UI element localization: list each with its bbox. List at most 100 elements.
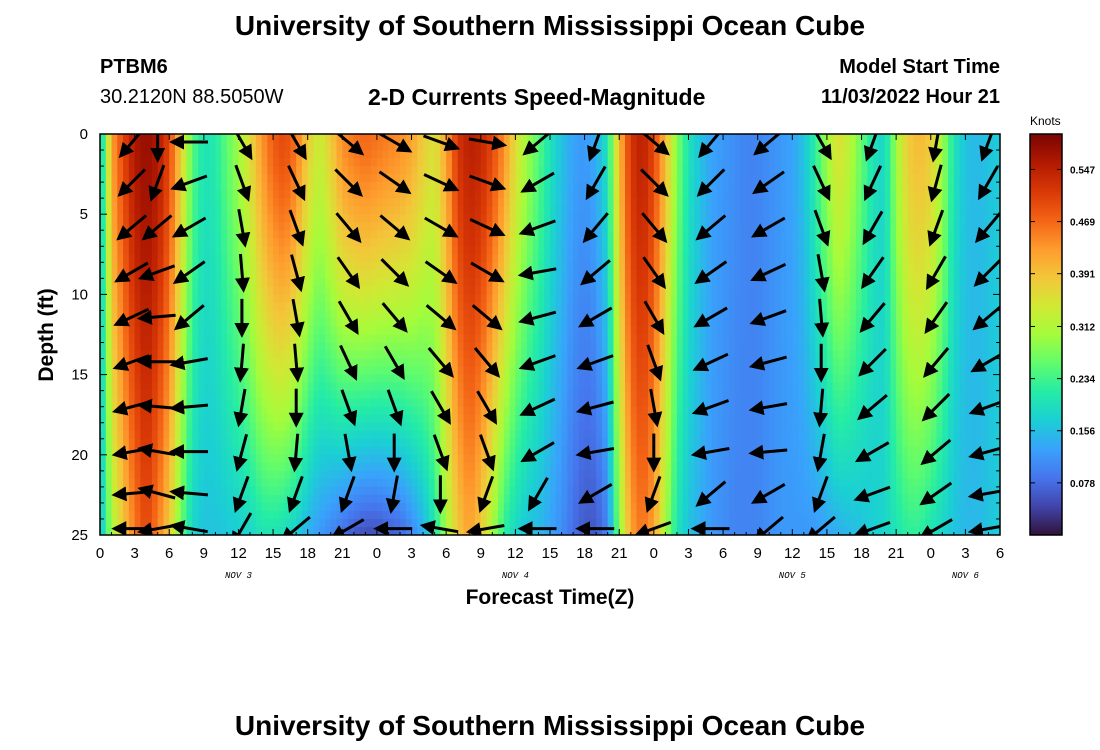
heatmap-cell — [521, 222, 528, 231]
heatmap-cell — [296, 222, 303, 231]
heatmap-cell — [359, 374, 366, 384]
heatmap-cell — [146, 262, 153, 271]
heatmap-cell — [630, 470, 638, 480]
heatmap-cell — [313, 462, 320, 472]
heatmap-cell — [232, 134, 240, 143]
heatmap-cell — [290, 222, 297, 231]
heatmap-cell — [203, 254, 211, 263]
heatmap-cell — [359, 398, 366, 408]
heatmap-cell — [105, 342, 113, 352]
heatmap-cell — [411, 454, 418, 464]
heatmap-cell — [665, 422, 672, 432]
heatmap-cell — [521, 142, 528, 151]
heatmap-cell — [117, 222, 124, 231]
heatmap-cell — [313, 270, 320, 279]
heatmap-cell — [134, 142, 141, 151]
heatmap-cell — [561, 310, 568, 320]
model-start-value: 11/03/2022 Hour 21 — [820, 86, 1000, 108]
heatmap-cell — [475, 294, 482, 304]
heatmap-cell — [250, 334, 257, 344]
heatmap-cell — [457, 318, 465, 328]
heatmap-cell — [330, 270, 338, 279]
heatmap-cell — [578, 350, 586, 360]
heatmap-cell — [296, 518, 303, 528]
heatmap-cell — [400, 518, 407, 528]
heatmap-cell — [555, 438, 563, 448]
heatmap-cell — [411, 374, 418, 384]
heatmap-cell — [584, 510, 591, 520]
heatmap-cell — [498, 286, 505, 295]
heatmap-cell — [296, 446, 303, 456]
heatmap-cell — [301, 526, 309, 535]
heatmap-cell — [405, 502, 413, 512]
heatmap-cell — [457, 182, 465, 191]
heatmap-cell — [382, 406, 390, 416]
heatmap-cell — [186, 478, 193, 488]
heatmap-cell — [330, 470, 338, 480]
heatmap-cell — [359, 246, 366, 255]
heatmap-cell — [463, 342, 470, 352]
heatmap-cell — [348, 206, 355, 215]
heatmap-cell — [111, 366, 118, 376]
heatmap-cell — [128, 206, 136, 215]
heatmap-cell — [336, 190, 343, 199]
heatmap-cell — [642, 366, 649, 376]
heatmap-cell — [590, 398, 597, 408]
heatmap-cell — [578, 150, 586, 159]
heatmap-cell — [550, 134, 557, 143]
heatmap-cell — [261, 342, 268, 352]
heatmap-cell — [140, 206, 147, 215]
heatmap-cell — [538, 366, 545, 376]
heatmap-cell — [359, 486, 366, 496]
heatmap-cell — [665, 206, 672, 215]
heatmap-cell — [469, 462, 476, 472]
heatmap-cell — [151, 374, 159, 384]
heatmap-cell — [573, 174, 580, 183]
heatmap-cell — [630, 150, 638, 159]
heatmap-cell — [469, 326, 476, 336]
heatmap-cell — [382, 454, 390, 464]
heatmap-cell — [659, 390, 666, 400]
heatmap-cell — [157, 510, 165, 520]
heatmap-cell — [123, 214, 130, 223]
heatmap-cell — [186, 454, 193, 464]
heatmap-cell — [365, 238, 372, 247]
heatmap-cell — [244, 494, 251, 504]
heatmap-cell — [544, 518, 551, 528]
heatmap-cell — [244, 374, 251, 384]
heatmap-cell — [630, 190, 638, 199]
heatmap-cell — [503, 254, 511, 263]
heatmap-cell — [665, 310, 672, 320]
heatmap-cell — [521, 350, 528, 360]
heatmap-cell — [140, 222, 147, 231]
heatmap-cell — [180, 174, 188, 183]
heatmap-cell — [203, 374, 211, 384]
heatmap-cell — [117, 174, 124, 183]
heatmap-cell — [457, 150, 465, 159]
heatmap-cell — [596, 262, 603, 271]
heatmap-cell — [613, 390, 620, 400]
heatmap-cell — [584, 134, 591, 143]
heatmap-cell — [607, 502, 615, 512]
heatmap-cell — [665, 470, 672, 480]
heatmap-cell — [509, 334, 516, 344]
heatmap-cell — [255, 502, 263, 512]
heatmap-cell — [428, 158, 436, 167]
heatmap-cell — [607, 390, 615, 400]
heatmap-cell — [561, 502, 568, 512]
heatmap-cell — [100, 262, 107, 271]
heatmap-cell — [550, 286, 557, 295]
heatmap-cell — [365, 438, 372, 448]
heatmap-cell — [642, 382, 649, 392]
heatmap-cell — [192, 518, 199, 528]
heatmap-cell — [532, 262, 540, 271]
heatmap-cell — [123, 462, 130, 472]
heatmap-cell — [596, 470, 603, 480]
heatmap-cell — [578, 294, 586, 304]
heatmap-cell — [446, 246, 453, 255]
heatmap-cell — [319, 190, 326, 199]
heatmap-cell — [475, 142, 482, 151]
heatmap-cell — [330, 334, 338, 344]
heatmap-cell — [296, 350, 303, 360]
heatmap-cell — [157, 382, 165, 392]
